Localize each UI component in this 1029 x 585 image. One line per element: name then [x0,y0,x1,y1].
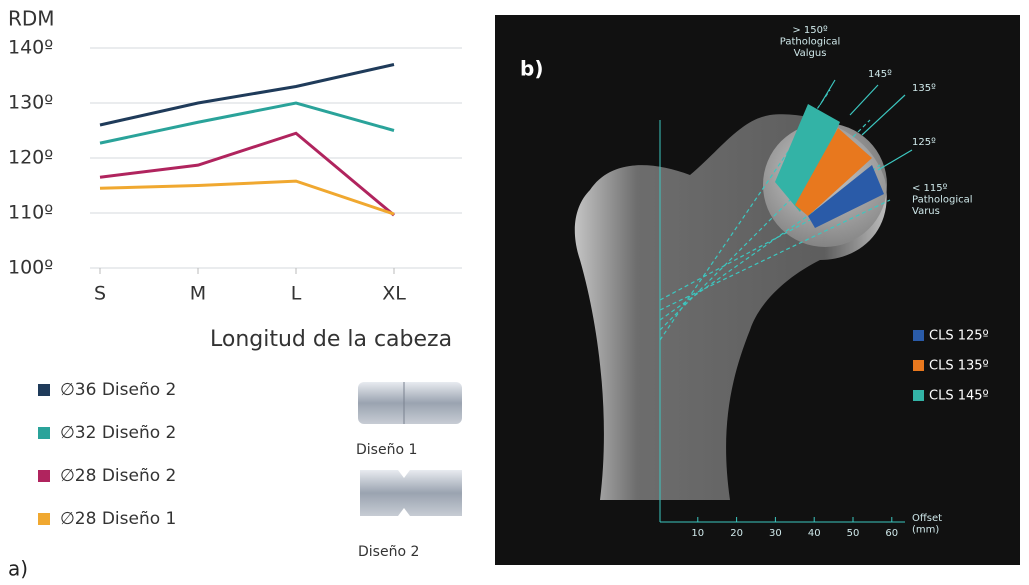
offset-axis-label: Offset (mm) [912,513,942,536]
series-line [99,101,395,145]
wedge-135 [795,128,872,216]
legend-swatch [913,360,924,371]
legend-label: ∅36 Diseño 2 [60,380,176,400]
x-tick-label: XL [382,283,406,305]
wedge-145 [775,104,840,212]
design-1-image [358,382,462,424]
panel-label: b) [520,57,543,81]
legend-label: CLS 145º [929,389,989,404]
series-line [99,179,395,216]
x-axis-label: Longitud de la cabeza [210,327,452,352]
panel-label: a) [8,557,28,581]
offset-tick-label: 50 [847,528,860,539]
label-leaders [819,79,913,171]
design-caption: Diseño 2 [358,544,419,560]
angle-label: < 115º Pathological Varus [912,183,973,217]
y-axis-label: RDM [8,7,55,31]
offset-tick-label: 20 [730,528,743,539]
y-tick-label: 110º [8,202,53,224]
legend-label: ∅28 Diseño 1 [60,509,176,529]
x-tick-label: L [291,283,302,305]
legend-swatch [38,470,50,482]
angle-label: 125º [912,137,936,148]
y-tick-label: 100º [8,257,53,279]
offset-tick-label: 60 [885,528,898,539]
design-caption: Diseño 1 [356,442,417,458]
angle-label: 135º [912,83,936,94]
y-tick-label: 120º [8,147,53,169]
x-tick-label: M [190,283,206,305]
angle-label: 145º [868,69,892,80]
legend-label: CLS 135º [929,359,989,374]
offset-tick-label: 10 [691,528,704,539]
legend-label: ∅32 Diseño 2 [60,423,176,443]
legend-swatch [38,384,50,396]
angle-label: > 150º Pathological Valgus [780,25,841,59]
legend-label: ∅28 Diseño 2 [60,466,176,486]
legend-swatch [38,427,50,439]
wedge-125 [808,165,884,228]
legend-label: CLS 125º [929,329,989,344]
series-line [99,63,395,127]
offset-tick-label: 40 [808,528,821,539]
series-line [99,131,395,217]
legend-swatch [913,330,924,341]
offset-tick-label: 30 [769,528,782,539]
design-2-image [360,470,462,516]
x-tick-label: S [94,283,106,305]
y-tick-label: 130º [8,92,53,114]
legend-swatch [38,513,50,525]
legend-swatch [913,390,924,401]
y-tick-label: 140º [8,37,53,59]
